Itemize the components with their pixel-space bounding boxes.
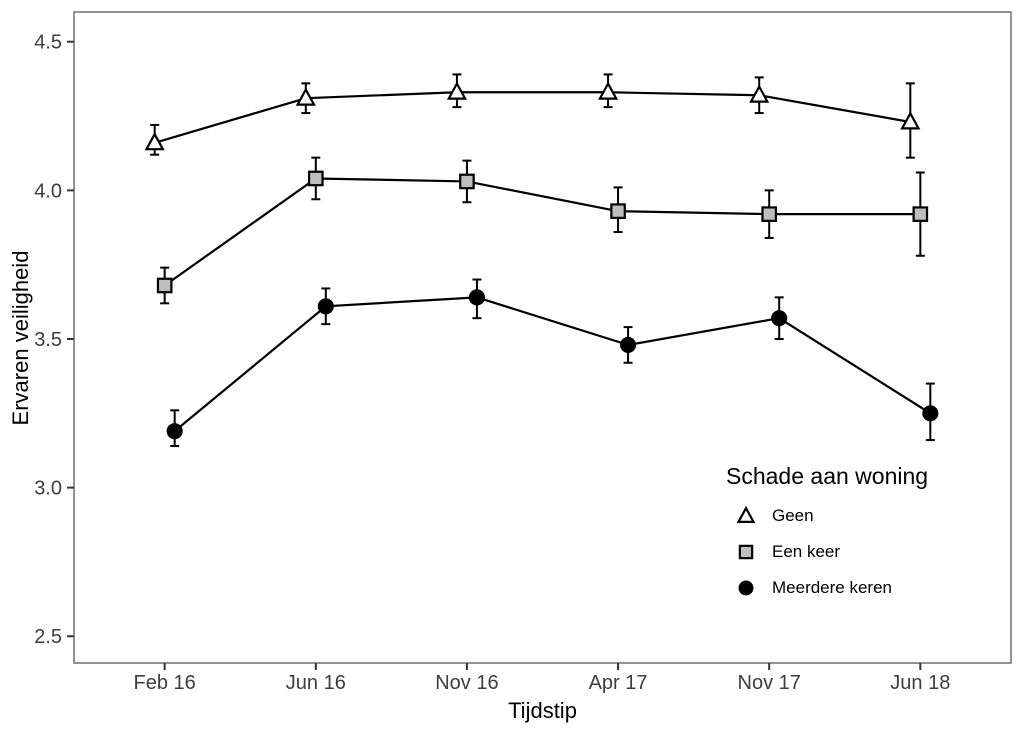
x-axis-title: Tijdstip (508, 698, 577, 723)
x-tick-label: Jun 18 (890, 672, 950, 694)
legend-label: Geen (772, 506, 814, 525)
triangle-open-marker (144, 131, 165, 151)
circle-filled-marker (771, 310, 788, 327)
circle-filled-icon (738, 580, 754, 596)
x-tick-label: Jun 16 (286, 672, 346, 694)
circle-filled-marker (166, 423, 183, 440)
square-filled-marker (912, 206, 929, 222)
series-line-2 (173, 296, 931, 432)
circle-filled-marker (922, 405, 939, 422)
triangle-open-marker (736, 505, 756, 523)
series-line-1 (164, 177, 921, 287)
circle-filled-marker (317, 298, 334, 315)
circle-filled-marker (468, 289, 486, 306)
y-tick-label: 3.0 (34, 478, 62, 500)
y-tick-label: 2.5 (34, 626, 62, 648)
legend-items: Geen Een keer Meerdere keren (726, 498, 928, 606)
y-tick-label: 3.5 (34, 329, 62, 351)
legend-item-geen: Geen (726, 498, 928, 534)
legend-label: Een keer (772, 542, 841, 561)
panel-border (73, 11, 1012, 664)
square-filled-marker (459, 173, 475, 190)
legend-item-meerdere-keren: Meerdere keren (726, 570, 928, 606)
square-filled-marker (307, 170, 324, 187)
triangle-open-marker (295, 87, 316, 106)
legend-title: Schade aan woning (726, 463, 929, 489)
y-tick-label: 4.0 (34, 180, 62, 202)
legend: Schade aan woning Geen Een keer Meerdere… (726, 462, 928, 606)
legend-label: Meerdere keren (772, 578, 893, 597)
x-tick-label: Nov 17 (738, 672, 801, 694)
legend-item-een-keer: Een keer (726, 534, 928, 570)
square-filled-marker (610, 203, 626, 219)
triangle-open-marker (900, 111, 921, 130)
square-filled-marker (156, 277, 173, 294)
triangle-open-marker (446, 81, 467, 100)
x-tick-label: Feb 16 (134, 672, 196, 694)
triangle-open-marker (598, 81, 619, 100)
series-line-0 (154, 91, 911, 144)
triangle-open-icon (736, 505, 756, 523)
x-tick-label: Nov 16 (435, 672, 498, 694)
square-filled-icon (738, 544, 754, 560)
x-tick-label: Apr 17 (589, 672, 648, 694)
square-filled-marker (738, 544, 754, 560)
triangle-open-marker (749, 84, 770, 103)
circle-filled-marker (738, 580, 754, 596)
y-axis-title: Ervaren veiligheid (8, 250, 33, 426)
circle-filled-marker (619, 336, 637, 354)
y-tick-label: 4.5 (34, 32, 62, 54)
square-filled-marker (761, 206, 778, 222)
